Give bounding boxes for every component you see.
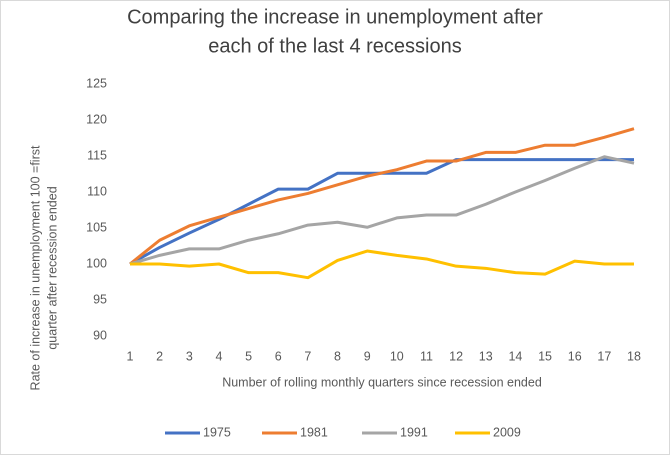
x-tick-label: 10 [390,349,404,363]
x-tick-label: 3 [186,349,193,363]
x-tick-label: 1 [127,349,134,363]
y-tick-label: 115 [87,148,107,162]
x-tick-label: 2 [156,349,163,363]
x-tick-label: 18 [627,349,641,363]
x-tick-label: 4 [215,349,222,363]
y-tick-label: 110 [87,184,107,198]
x-tick-label: 12 [449,349,463,363]
line-series [129,155,635,266]
chart-title: Comparing the increase in unemployment a… [127,6,543,28]
y-tick-label: 95 [93,292,107,306]
x-tick-label: 7 [304,349,311,363]
y-tick-label: 105 [86,220,107,234]
y-tick-label: 90 [93,328,107,342]
y-tick-label: 125 [86,76,107,90]
legend-label: 1975 [203,425,231,439]
line-series [130,249,634,280]
y-axis-label: quarter after recession ended [45,186,59,349]
x-tick-label: 6 [275,349,282,363]
x-tick-label: 8 [334,349,341,363]
x-tick-label: 14 [508,349,522,363]
x-tick-label: 9 [364,349,371,363]
x-tick-label: 17 [597,349,611,363]
x-axis-label: Number of rolling monthly quarters since… [222,375,542,389]
x-tick-label: 13 [479,349,493,363]
x-tick-label: 5 [245,349,252,363]
x-tick-label: 11 [420,349,433,363]
y-axis-label: Rate of increase in unemployment 100 =fi… [28,145,42,390]
legend-label: 1991 [400,425,428,439]
legend-label: 1981 [300,425,328,439]
chart-title: each of the last 4 recessions [208,35,461,57]
x-tick-label: 15 [538,349,552,363]
y-tick-label: 100 [86,256,107,270]
line-series [129,127,635,266]
y-tick-label: 120 [86,112,107,126]
x-tick-label: 16 [568,349,582,363]
legend-label: 2009 [493,425,521,439]
